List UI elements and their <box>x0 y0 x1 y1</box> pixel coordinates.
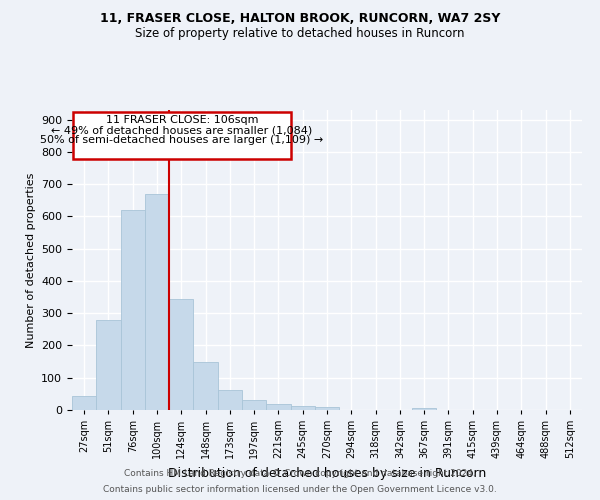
Bar <box>121 210 145 410</box>
Text: 11 FRASER CLOSE: 106sqm: 11 FRASER CLOSE: 106sqm <box>106 116 258 126</box>
Text: Contains public sector information licensed under the Open Government Licence v3: Contains public sector information licen… <box>103 485 497 494</box>
Text: 11, FRASER CLOSE, HALTON BROOK, RUNCORN, WA7 2SY: 11, FRASER CLOSE, HALTON BROOK, RUNCORN,… <box>100 12 500 26</box>
Bar <box>169 298 193 410</box>
FancyBboxPatch shape <box>73 112 290 159</box>
Bar <box>412 408 436 410</box>
Bar <box>193 362 218 410</box>
Text: ← 49% of detached houses are smaller (1,084): ← 49% of detached houses are smaller (1,… <box>51 125 313 135</box>
Bar <box>290 406 315 410</box>
Bar <box>218 390 242 410</box>
Text: 50% of semi-detached houses are larger (1,109) →: 50% of semi-detached houses are larger (… <box>40 135 323 145</box>
Bar <box>145 194 169 410</box>
Bar <box>242 400 266 410</box>
Bar <box>72 396 96 410</box>
Y-axis label: Number of detached properties: Number of detached properties <box>26 172 35 348</box>
Text: Contains HM Land Registry data © Crown copyright and database right 2024.: Contains HM Land Registry data © Crown c… <box>124 468 476 477</box>
X-axis label: Distribution of detached houses by size in Runcorn: Distribution of detached houses by size … <box>168 466 486 479</box>
Bar <box>315 407 339 410</box>
Bar <box>96 320 121 410</box>
Bar <box>266 404 290 410</box>
Text: Size of property relative to detached houses in Runcorn: Size of property relative to detached ho… <box>135 28 465 40</box>
